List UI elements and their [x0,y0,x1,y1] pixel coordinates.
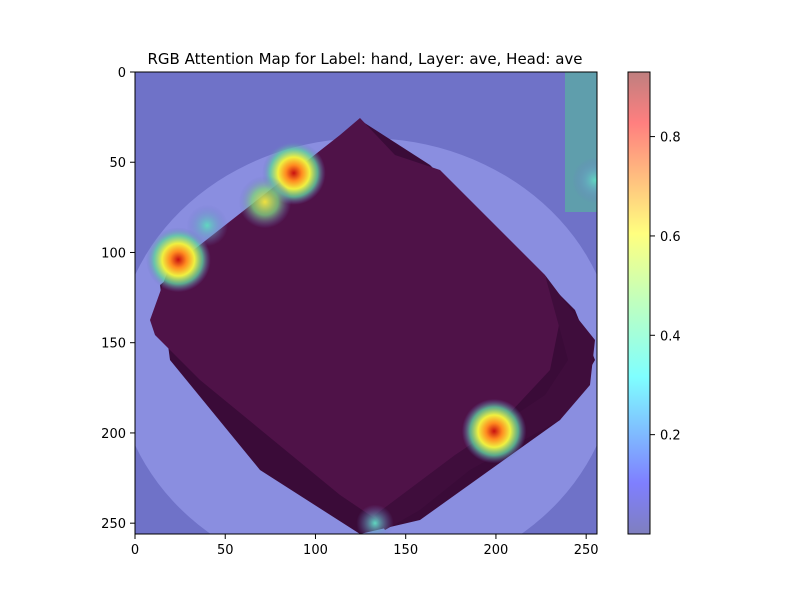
colorbar-tick-label: 0.8 [660,131,681,146]
attention-peak-3 [186,204,228,247]
object-strap [375,275,595,530]
colorbar [627,71,651,535]
x-tick-label: 100 [303,543,328,558]
colorbar-tick-label: 0.6 [660,230,681,245]
y-axis: 0 50 100 150 200 250 [101,66,135,532]
y-tick-label: 50 [109,156,126,171]
attention-peak-2 [238,175,292,229]
x-tick-label: 0 [131,543,139,558]
attention-image [135,72,597,534]
y-tick-label: 250 [101,517,126,532]
colorbar-tick-label: 0.2 [660,429,681,444]
plot-frame [134,71,598,535]
x-tick-label: 150 [393,543,418,558]
x-tick-label: 50 [217,543,234,558]
attention-peak-0 [145,227,211,293]
attention-peak-6 [356,504,394,534]
attention-peak-5 [572,157,597,204]
y-tick-label: 0 [118,66,126,81]
colorbar-tick-label: 0.4 [660,329,681,344]
attention-peak-4 [461,398,527,464]
x-tick-label: 250 [574,543,599,558]
y-tick-label: 150 [101,337,126,352]
y-tick-label: 200 [101,427,126,442]
chart-title: RGB Attention Map for Label: hand, Layer… [147,50,582,68]
colorbar-axis: 0.2 0.4 0.6 0.8 [650,131,681,444]
attention-peaks [145,141,597,534]
x-tick-label: 200 [484,543,509,558]
x-axis: 0 50 100 150 200 250 [131,534,599,558]
y-tick-label: 100 [101,246,126,261]
